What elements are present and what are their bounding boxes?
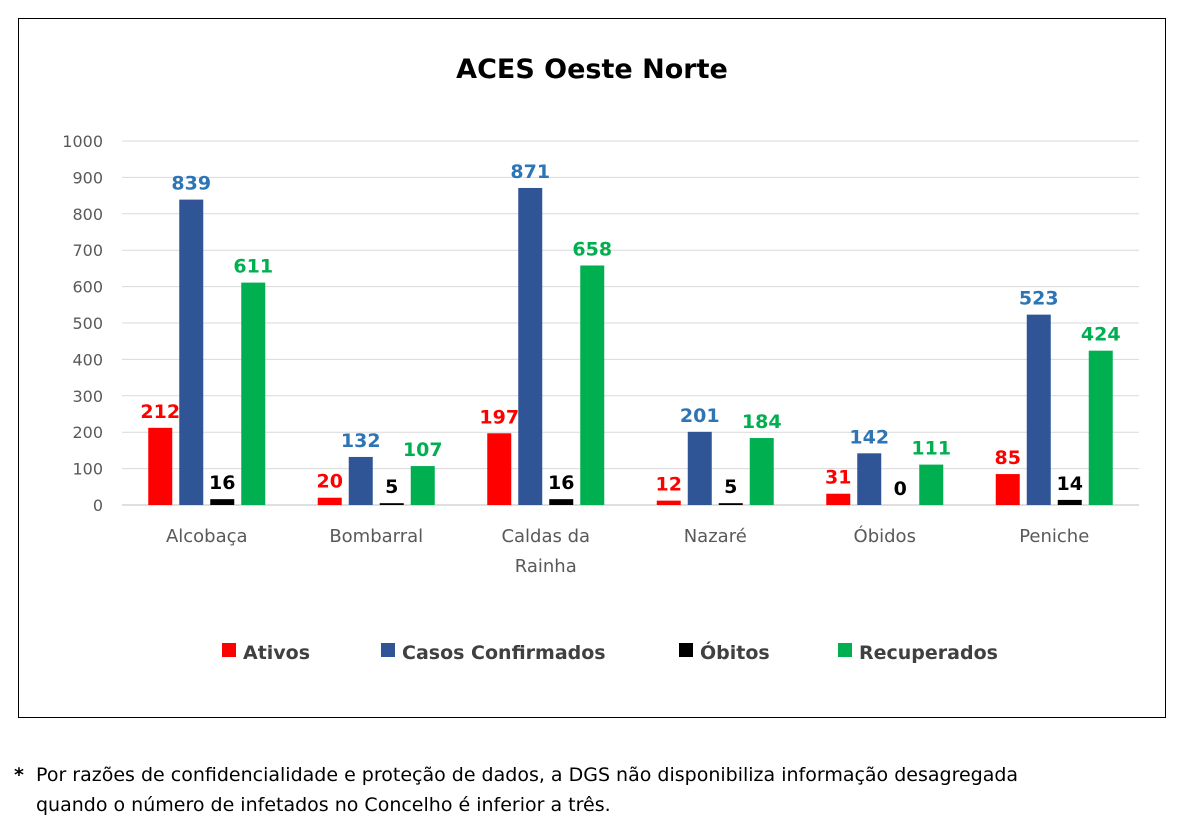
data-label: 5 bbox=[724, 476, 737, 498]
bar-casos-confirmados-0 bbox=[179, 199, 204, 505]
bar-ativos-3 bbox=[656, 500, 681, 505]
bar-casos-confirmados-2 bbox=[518, 187, 543, 505]
y-tick-label: 100 bbox=[72, 460, 103, 479]
x-tick-label: Alcobaça bbox=[166, 526, 248, 547]
footnote-asterisk: * bbox=[14, 764, 24, 786]
bar-óbitos-0 bbox=[210, 499, 235, 505]
data-label: 839 bbox=[171, 173, 211, 195]
legend-label: Recuperados bbox=[859, 642, 998, 664]
bar-recuperados-5 bbox=[1088, 350, 1113, 505]
legend-label: Óbitos bbox=[700, 640, 770, 664]
data-label: 14 bbox=[1057, 473, 1083, 495]
footnote-text-2: quando o número de infetados no Concelho… bbox=[36, 794, 611, 816]
data-label: 31 bbox=[825, 467, 851, 489]
legend-label: Casos Confirmados bbox=[402, 642, 606, 664]
bar-chart: ACES Oeste Norte010020030040050060070080… bbox=[62, 54, 1139, 664]
bar-casos-confirmados-4 bbox=[857, 453, 882, 505]
bar-ativos-1 bbox=[317, 497, 342, 505]
y-tick-label: 200 bbox=[72, 423, 103, 442]
data-label: 12 bbox=[656, 474, 682, 496]
data-label: 658 bbox=[572, 238, 612, 260]
bar-recuperados-4 bbox=[919, 464, 944, 505]
data-label: 201 bbox=[680, 405, 720, 427]
x-tick-label: Nazaré bbox=[684, 526, 747, 547]
bar-ativos-5 bbox=[995, 474, 1020, 505]
bar-recuperados-2 bbox=[580, 265, 605, 505]
legend-swatch-óbitos bbox=[679, 643, 693, 657]
y-tick-label: 500 bbox=[72, 314, 103, 333]
bar-óbitos-3 bbox=[718, 503, 743, 505]
data-label: 85 bbox=[995, 447, 1021, 469]
bar-óbitos-1 bbox=[379, 503, 404, 505]
data-label: 197 bbox=[479, 406, 519, 428]
y-tick-label: 600 bbox=[72, 278, 103, 297]
data-label: 424 bbox=[1081, 324, 1121, 346]
chart-title: ACES Oeste Norte bbox=[456, 54, 728, 85]
bar-ativos-2 bbox=[487, 433, 512, 505]
legend-label: Ativos bbox=[243, 642, 310, 664]
y-tick-label: 700 bbox=[72, 241, 103, 260]
footnote-line-1: * Por razões de confidencialidade e prot… bbox=[14, 760, 1194, 790]
x-tick-label: Bombarral bbox=[329, 526, 423, 547]
data-label: 107 bbox=[403, 439, 443, 461]
bar-óbitos-5 bbox=[1057, 499, 1082, 505]
bar-casos-confirmados-3 bbox=[687, 431, 712, 505]
data-label: 212 bbox=[140, 401, 180, 423]
data-label: 111 bbox=[911, 438, 951, 460]
bar-recuperados-3 bbox=[749, 438, 774, 505]
x-tick-label: Peniche bbox=[1019, 526, 1089, 547]
footnote-text-1: Por razões de confidencialidade e proteç… bbox=[36, 764, 1019, 786]
data-label: 523 bbox=[1019, 288, 1059, 310]
data-label: 16 bbox=[548, 472, 574, 494]
bar-ativos-0 bbox=[148, 427, 173, 505]
y-tick-label: 1000 bbox=[62, 132, 103, 151]
y-tick-label: 0 bbox=[93, 496, 103, 515]
legend-swatch-recuperados bbox=[838, 643, 852, 657]
data-label: 5 bbox=[385, 476, 398, 498]
x-tick-label: Caldas da bbox=[501, 526, 590, 547]
bar-recuperados-1 bbox=[410, 466, 435, 505]
y-tick-label: 800 bbox=[72, 205, 103, 224]
legend-swatch-casos-confirmados bbox=[381, 643, 395, 657]
x-tick-label: Óbidos bbox=[854, 525, 916, 547]
x-tick-label: Rainha bbox=[515, 556, 577, 577]
data-label: 16 bbox=[209, 472, 235, 494]
data-label: 184 bbox=[742, 411, 782, 433]
y-tick-label: 400 bbox=[72, 350, 103, 369]
y-tick-label: 300 bbox=[72, 387, 103, 406]
data-label: 20 bbox=[317, 471, 343, 493]
data-label: 0 bbox=[894, 478, 907, 500]
footnote: * Por razões de confidencialidade e prot… bbox=[14, 760, 1194, 820]
bar-casos-confirmados-5 bbox=[1026, 314, 1051, 505]
bar-recuperados-0 bbox=[241, 282, 266, 505]
data-label: 132 bbox=[341, 430, 381, 452]
bar-casos-confirmados-1 bbox=[348, 456, 373, 505]
legend-swatch-ativos bbox=[222, 643, 236, 657]
bar-ativos-4 bbox=[826, 493, 851, 505]
y-tick-label: 900 bbox=[72, 168, 103, 187]
data-label: 871 bbox=[510, 161, 550, 183]
data-label: 611 bbox=[233, 256, 273, 278]
bar-óbitos-2 bbox=[549, 499, 574, 505]
data-label: 142 bbox=[849, 426, 889, 448]
chart-frame: ACES Oeste Norte 0 100 200 300 400 500 600 700 80… bbox=[18, 18, 1166, 718]
